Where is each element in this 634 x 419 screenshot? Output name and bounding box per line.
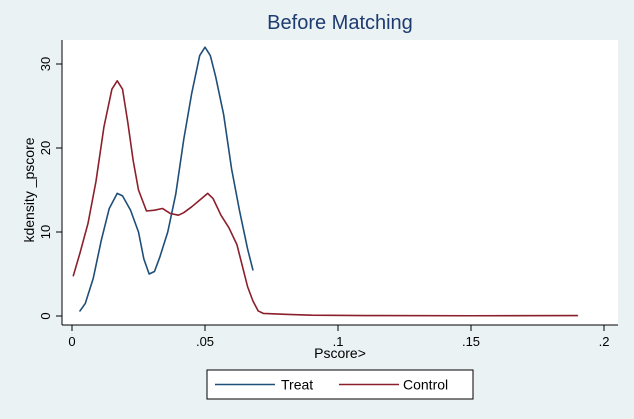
x-tick-label: 0 [68,334,75,349]
x-tick-label: .2 [599,334,610,349]
y-tick-label: 0 [38,312,53,319]
legend: Treat Control [206,369,474,400]
chart-title: Before Matching [267,12,413,34]
y-axis-label: kdensity _pscore [21,137,37,242]
y-tick-label: 20 [38,141,53,155]
legend-label-treat: Treat [281,377,313,393]
series-line-control [72,80,579,317]
plot-area [62,40,618,325]
y-tick-label: 30 [38,57,53,71]
series-line-treat [79,46,254,312]
x-tick-label: .05 [196,334,214,349]
x-tick-label: .15 [462,334,480,349]
x-axis-label: Pscore> [314,345,366,361]
y-tick-label: 10 [38,225,53,239]
x-tick-label: .1 [333,334,344,349]
legend-label-control: Control [403,377,448,393]
axes: 0 10 20 30 0 .05 .1 .15 .2 [38,40,618,349]
series-layer [72,46,579,317]
